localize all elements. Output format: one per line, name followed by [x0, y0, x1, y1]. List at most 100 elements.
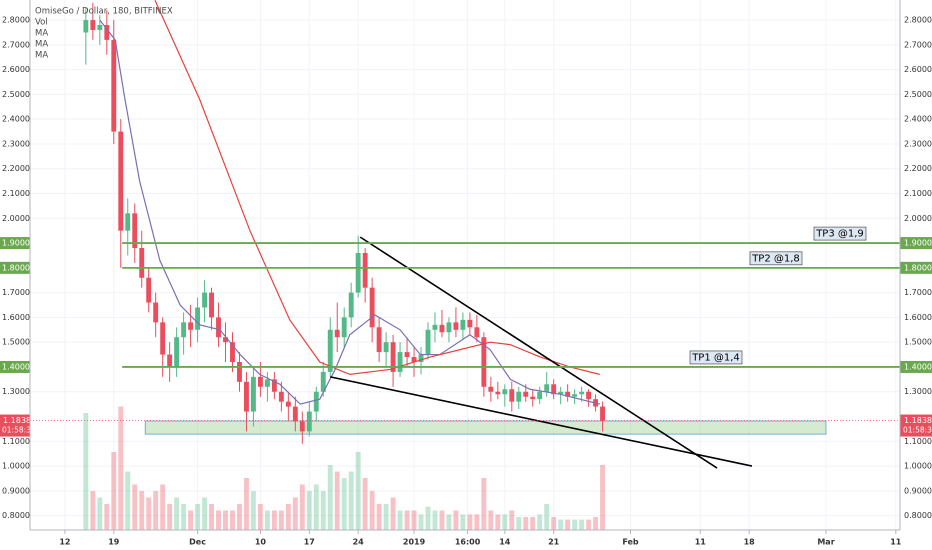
candle-body	[195, 307, 201, 330]
volume-bar	[132, 484, 138, 530]
candle-body	[209, 292, 214, 318]
volume-bar	[257, 504, 263, 530]
candle-body	[390, 342, 396, 372]
price-label-box	[0, 360, 30, 373]
volume-bar	[348, 471, 354, 530]
candle-body	[271, 379, 277, 392]
y-tick-label: 1.1000	[2, 437, 30, 446]
volume-bar	[530, 517, 536, 530]
candle-body	[327, 329, 333, 372]
candle-body	[278, 391, 284, 402]
candle-body	[516, 391, 522, 402]
candle-body	[153, 302, 159, 323]
volume-bar	[369, 491, 375, 530]
last-price-box	[900, 414, 932, 437]
volume-bar	[425, 506, 431, 530]
legend-item: MA	[35, 40, 48, 50]
volume-bar	[390, 497, 396, 530]
price-label: 1.9000	[904, 239, 932, 248]
candle-body	[446, 322, 452, 333]
volume-bar	[167, 504, 173, 530]
candle-body	[285, 401, 291, 407]
volume-bar	[195, 504, 201, 530]
target-label: TP3 @1,9	[815, 229, 864, 240]
volume-bar	[244, 478, 249, 530]
candle-body	[460, 319, 466, 330]
volume-bar	[202, 497, 208, 530]
candle-body	[572, 394, 578, 397]
countdown: 01:58:36	[2, 426, 36, 435]
volume-bar	[90, 491, 96, 530]
legend-item: MA	[35, 51, 48, 61]
candle-body	[216, 317, 221, 338]
x-tick-label: 19	[108, 538, 120, 547]
candle-body	[404, 352, 410, 358]
y-tick-label: 0.9000	[2, 486, 30, 495]
target-label-box	[749, 251, 803, 266]
y-tick-label: 2.3000	[904, 139, 932, 148]
volume-bar	[125, 471, 131, 530]
volume-bar	[411, 510, 417, 530]
volume-bar	[223, 510, 228, 530]
volume-bar	[146, 497, 152, 530]
candle-body	[244, 381, 249, 412]
volume-bar	[432, 510, 438, 530]
candle-body	[502, 389, 508, 395]
candle-body	[139, 248, 145, 278]
target-label-box	[813, 226, 867, 241]
volume-bar	[153, 491, 159, 530]
candle-body	[348, 292, 354, 318]
x-tick-label: 18	[744, 538, 756, 547]
y-tick-label: 1.1000	[904, 437, 932, 446]
y-tick-label: 2.6000	[2, 65, 30, 74]
candle-body	[355, 252, 361, 293]
volume-bar	[488, 510, 494, 530]
volume-bar	[104, 504, 110, 530]
candle-body	[299, 421, 305, 432]
candle-body	[132, 213, 138, 249]
last-price-box	[0, 414, 30, 437]
last-price-label: 1.1838	[3, 416, 31, 425]
volume-bar	[292, 497, 298, 530]
volume-bar	[278, 510, 284, 530]
candle-body	[586, 391, 592, 400]
volume-bar	[271, 510, 277, 530]
price-label-box	[0, 261, 30, 274]
candle-body	[181, 322, 187, 338]
candle-body	[362, 252, 368, 288]
candle-body	[334, 329, 340, 338]
candle-body	[167, 354, 173, 367]
volume-bar	[285, 504, 291, 530]
x-tick-label: 14	[499, 538, 511, 547]
candle-body	[600, 406, 605, 421]
volume-bar	[495, 514, 501, 530]
price-label: 1.9000	[2, 239, 30, 248]
volume-bar	[362, 478, 368, 530]
candle-body	[223, 337, 228, 343]
price-label: 1.4000	[2, 362, 30, 371]
y-tick-label: 2.2000	[2, 164, 30, 173]
y-tick-label: 2.4000	[904, 115, 932, 124]
candle-body	[230, 342, 235, 363]
volume-bar	[593, 517, 599, 530]
candle-body	[453, 322, 459, 330]
volume-bar	[600, 465, 605, 530]
volume-bar	[502, 514, 508, 530]
y-tick-label: 2.8000	[904, 16, 932, 25]
candle-body	[411, 357, 417, 363]
volume-bar	[404, 510, 410, 530]
x-tick-label: Mar	[817, 538, 834, 547]
y-tick-label: 2.1000	[2, 189, 30, 198]
y-tick-label: 2.0000	[2, 214, 30, 223]
candle-body	[125, 213, 131, 231]
volume-bar	[97, 497, 103, 530]
x-tick-label: 21	[548, 538, 560, 547]
volume-bar	[111, 452, 117, 530]
candle-body	[250, 376, 256, 412]
volume-bar	[83, 413, 89, 530]
moving-average	[99, 19, 600, 405]
candle-body	[264, 379, 270, 387]
candle-body	[397, 352, 403, 372]
legend-item: Vol	[35, 18, 48, 28]
